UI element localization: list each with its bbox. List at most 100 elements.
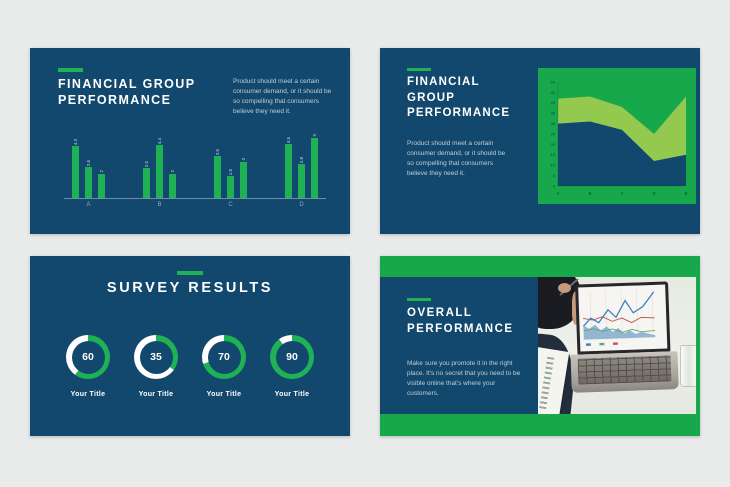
slide-grid: FINANCIAL GROUP PERFORMANCE Product shou… <box>30 48 700 436</box>
bar: 4.4 <box>156 138 163 198</box>
laptop-screen <box>578 284 668 352</box>
svg-text:10: 10 <box>551 163 556 168</box>
bar: 3.5 <box>214 149 221 198</box>
bar-rect <box>85 166 92 198</box>
svg-text:D: D <box>652 191 655 196</box>
slide-title: OVERALL PERFORMANCE <box>407 307 514 335</box>
bar-rect <box>156 145 163 198</box>
donut-title: Your Title <box>206 391 242 398</box>
screen-chart-legend <box>585 342 618 346</box>
area-chart-panel: 0 5 10 15 20 25 30 35 40 45 50 A B C D E <box>538 68 696 204</box>
accent-line <box>407 68 431 71</box>
donut-ring: 90 <box>270 335 314 379</box>
svg-text:30: 30 <box>551 121 556 126</box>
svg-text:A: A <box>557 191 560 196</box>
text-panel: OVERALL PERFORMANCE Make sure you promot… <box>380 277 538 414</box>
laptop-keys <box>577 355 672 385</box>
slide-body-text: Product should meet a certain consumer d… <box>233 78 332 116</box>
category-label: A <box>86 202 91 208</box>
donut-value: 35 <box>139 340 173 374</box>
donut-title: Your Title <box>274 391 310 398</box>
donut-gauge: 60 Your Title <box>56 335 120 398</box>
bar: 4.5 <box>285 137 292 198</box>
donut-gauge: 90 Your Title <box>260 335 324 398</box>
slide-thumbnail-financial-area[interactable]: FINANCIAL GROUP PERFORMANCE Product shou… <box>380 48 700 234</box>
slide-thumbnail-financial-bars[interactable]: FINANCIAL GROUP PERFORMANCE Product shou… <box>30 48 350 234</box>
donut-value: 70 <box>207 340 241 374</box>
donut-ring: 70 <box>202 335 246 379</box>
bar-plot: 4.3 2.6 2 2.5 4.4 2 3.5 1.8 3 4.5 2.8 5 <box>64 119 326 199</box>
svg-text:35: 35 <box>551 111 556 116</box>
slide-thumbnail-survey-results[interactable]: SURVEY RESULTS 60 Your Title 35 Your Title 7… <box>30 256 350 436</box>
drinking-glass <box>680 345 696 387</box>
laptop <box>568 281 679 397</box>
svg-text:5: 5 <box>553 173 556 178</box>
donut-gauge-row: 60 Your Title 35 Your Title 70 Your Title 90 Yo… <box>30 335 350 398</box>
laptop-screen-chart <box>582 288 656 346</box>
slide-title: FINANCIAL GROUP PERFORMANCE <box>407 76 511 120</box>
bar-rect <box>169 174 176 198</box>
bar: 1.8 <box>227 169 234 198</box>
svg-text:C: C <box>620 191 623 196</box>
donut-title: Your Title <box>138 391 174 398</box>
laptop-keyboard-deck <box>570 351 679 393</box>
bar-rect <box>98 174 105 198</box>
category-row: A B C D <box>64 202 326 208</box>
bar-value-label: 2 <box>170 170 175 173</box>
paper-text-lines <box>539 356 555 410</box>
bar: 2 <box>98 170 105 198</box>
bar-value-label: 4.4 <box>157 137 162 145</box>
bar-rect <box>285 144 292 198</box>
bar-value-label: 4.5 <box>286 136 291 143</box>
bar-value-label: 2 <box>99 170 104 173</box>
donut-value: 60 <box>71 340 105 374</box>
slide-body-text: Make sure you promote it in the right pl… <box>407 360 521 398</box>
person-hand <box>558 283 571 293</box>
donut-value: 90 <box>275 340 309 374</box>
bar-rect <box>214 156 221 198</box>
bar-rect <box>227 176 234 198</box>
slide-thumbnail-overall-performance[interactable]: OVERALL PERFORMANCE Make sure you promot… <box>380 256 700 436</box>
category-label: D <box>299 202 304 208</box>
bar-rect <box>143 168 150 198</box>
slide-title: FINANCIAL GROUP PERFORMANCE <box>58 77 196 108</box>
bar-rect <box>298 164 305 198</box>
bar-rect <box>72 146 79 198</box>
slide-body-text: Product should meet a certain consumer d… <box>407 140 506 178</box>
svg-text:25: 25 <box>551 131 556 136</box>
bar: 2 <box>169 170 176 198</box>
slide-title: SURVEY RESULTS <box>106 280 274 296</box>
svg-text:0: 0 <box>553 183 556 188</box>
bar: 4.3 <box>72 139 79 198</box>
bar: 2.5 <box>143 161 150 198</box>
bar: 2.8 <box>298 157 305 198</box>
donut-title: Your Title <box>70 391 106 398</box>
grouped-bar-chart: 4.3 2.6 2 2.5 4.4 2 3.5 1.8 3 4.5 2.8 5 A B C D <box>64 119 326 208</box>
svg-text:50: 50 <box>551 79 556 84</box>
svg-text:20: 20 <box>551 142 556 147</box>
stacked-area-chart: 0 5 10 15 20 25 30 35 40 45 50 A B C D E <box>551 79 688 196</box>
category-label: C <box>228 202 233 208</box>
accent-line <box>407 298 431 301</box>
bar-rect <box>311 138 318 198</box>
bar-group: 4.5 2.8 5 <box>285 134 318 198</box>
bar-group: 3.5 1.8 3 <box>214 149 247 198</box>
donut-gauge: 70 Your Title <box>192 335 256 398</box>
bar-value-label: 2.6 <box>86 159 91 166</box>
donut-ring: 35 <box>134 335 178 379</box>
laptop-screen-bezel <box>575 281 671 355</box>
donut-ring: 60 <box>66 335 110 379</box>
bar-value-label: 2.5 <box>144 160 149 167</box>
bar-value-label: 3.5 <box>215 148 220 155</box>
bar-value-label: 5 <box>312 134 317 137</box>
bar: 5 <box>311 134 318 198</box>
bar-group: 2.5 4.4 2 <box>143 138 176 198</box>
svg-text:B: B <box>589 191 592 196</box>
bar: 2.6 <box>85 160 92 198</box>
bar-rect <box>240 162 247 198</box>
bar-value-label: 4.3 <box>73 139 78 146</box>
accent-line <box>177 271 203 275</box>
svg-text:45: 45 <box>551 90 556 95</box>
bar-value-label: 1.8 <box>228 169 233 176</box>
